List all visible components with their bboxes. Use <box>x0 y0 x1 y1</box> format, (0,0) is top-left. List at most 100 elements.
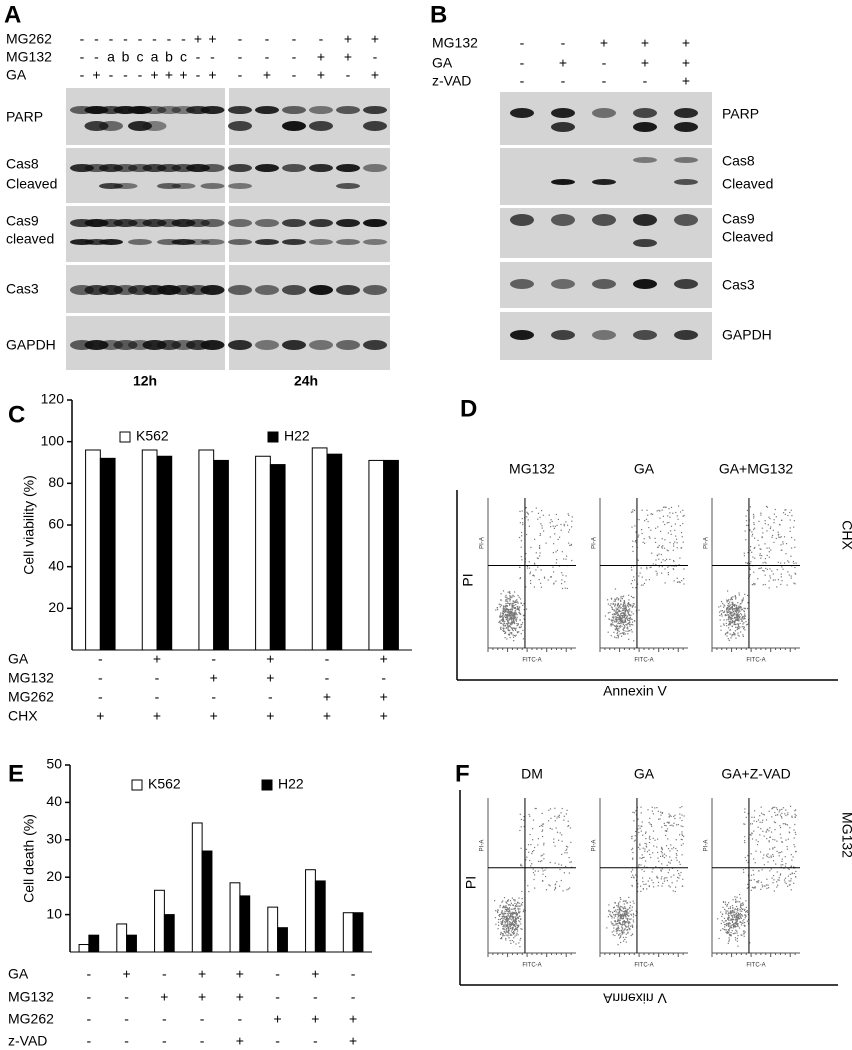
scatter-dot <box>614 601 615 602</box>
scatter-dot <box>789 832 790 833</box>
scatter-dot <box>775 864 776 865</box>
scatter-dot <box>623 918 624 919</box>
condition-label: MG262 <box>6 31 52 47</box>
scatter-dot <box>762 562 763 563</box>
scatter-dot <box>745 917 746 918</box>
scatter-dot <box>764 814 765 815</box>
scatter-dot <box>673 546 674 547</box>
blot-band <box>99 239 123 245</box>
scatter-dot <box>523 603 524 604</box>
scatter-dot <box>783 569 784 570</box>
scatter-dot <box>742 909 743 910</box>
legend-label: K562 <box>148 776 181 792</box>
scatter-dot <box>613 930 614 931</box>
scatter-dot <box>624 906 625 907</box>
scatter-dot <box>774 829 775 830</box>
scatter-dot <box>674 541 675 542</box>
scatter-dot <box>611 598 612 599</box>
blot-band <box>114 183 138 189</box>
condition-sign: + <box>194 31 202 47</box>
scatter-dot <box>793 583 794 584</box>
scatter-dot <box>773 573 774 574</box>
scatter-dot <box>540 535 541 536</box>
scatter-dot <box>681 547 682 548</box>
scatter-dot <box>740 910 741 911</box>
scatter-dot <box>618 637 619 638</box>
scatter-dot <box>630 615 631 616</box>
scatter-dot <box>631 910 632 911</box>
scatter-dot <box>507 901 508 902</box>
scatter-dot <box>506 611 507 612</box>
scatter-dot <box>723 623 724 624</box>
scatter-dot <box>739 607 740 608</box>
blot-band <box>674 157 698 163</box>
scatter-dot <box>753 529 754 530</box>
scatter-dot <box>497 912 498 913</box>
scatter-dot <box>728 941 729 942</box>
scatter-dot <box>632 631 633 632</box>
scatter-dot <box>631 885 632 886</box>
scatter-dot <box>730 908 731 909</box>
bar <box>306 870 316 952</box>
scatter-dot <box>619 623 620 624</box>
scatter-dot <box>510 900 511 901</box>
blot-band <box>309 340 333 350</box>
scatter-dot <box>543 823 544 824</box>
scatter-dot <box>759 555 760 556</box>
scatter-dot <box>795 583 796 584</box>
scatter-dot <box>553 839 554 840</box>
scatter-dot <box>674 818 675 819</box>
condition-sign: + <box>317 67 325 83</box>
scatter-dot <box>623 630 624 631</box>
blot-band <box>363 219 387 227</box>
scatter-dot <box>737 935 738 936</box>
scatter-dot <box>679 581 680 582</box>
scatter-dot <box>628 609 629 610</box>
scatter-dot <box>664 857 665 858</box>
scatter-dot <box>620 936 621 937</box>
scatter-dot <box>619 938 620 939</box>
y-tick-label: 120 <box>41 391 65 407</box>
scatter-dot <box>769 827 770 828</box>
scatter-dot <box>764 836 765 837</box>
scatter-dot <box>732 599 733 600</box>
scatter-dot <box>746 525 747 526</box>
condition-sign: - <box>87 1033 92 1049</box>
bar <box>270 465 285 650</box>
scatter-dot <box>644 866 645 867</box>
scatter-dot <box>662 883 663 884</box>
condition-sign: + <box>559 55 567 71</box>
scatter-dot <box>504 907 505 908</box>
scatter-dot <box>521 633 522 634</box>
scatter-dot <box>619 912 620 913</box>
scatter-dot <box>796 851 797 852</box>
scatter-dot <box>767 856 768 857</box>
scatter-dot <box>730 906 731 907</box>
scatter-dot <box>535 569 536 570</box>
scatter-dot <box>624 612 625 613</box>
scatter-dot <box>622 608 623 609</box>
scatter-dot <box>613 624 614 625</box>
scatter-dot <box>662 856 663 857</box>
scatter-dot <box>746 907 747 908</box>
scatter-dot <box>515 916 516 917</box>
scatter-dot <box>741 914 742 915</box>
scatter-dot <box>501 921 502 922</box>
scatter-dot <box>682 510 683 511</box>
scatter-dot <box>770 526 771 527</box>
scatter-dot <box>645 861 646 862</box>
scatter-dot <box>747 562 748 563</box>
scatter-dot <box>648 527 649 528</box>
scatter-dot <box>557 832 558 833</box>
scatter-dot <box>641 831 642 832</box>
scatter-dot <box>513 617 514 618</box>
scatter-dot <box>506 628 507 629</box>
scatter-dot <box>734 914 735 915</box>
scatter-dot <box>655 564 656 565</box>
scatter-dot <box>791 854 792 855</box>
scatter-dot <box>723 901 724 902</box>
scatter-dot <box>638 575 639 576</box>
scatter-dot <box>657 839 658 840</box>
scatter-dot <box>674 530 675 531</box>
scatter-dot <box>508 930 509 931</box>
